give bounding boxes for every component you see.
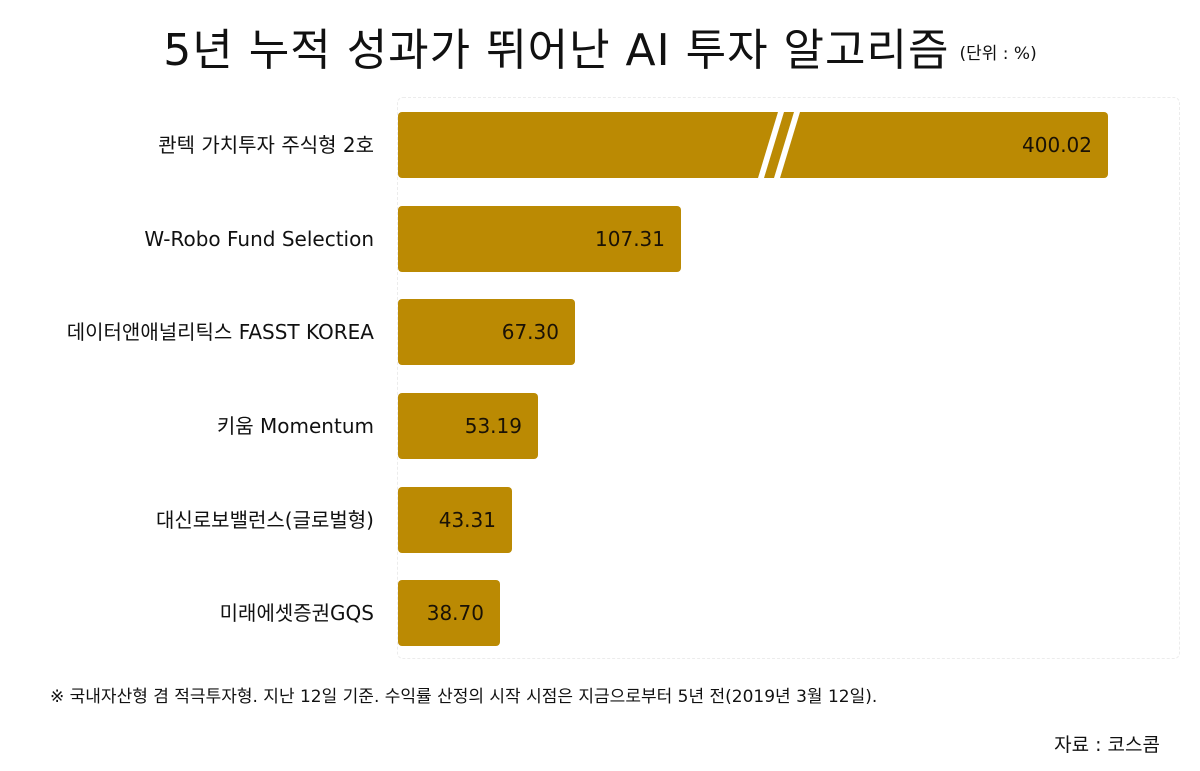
footnote: ※ 국내자산형 겸 적극투자형. 지난 12일 기준. 수익률 산정의 시작 시… (50, 687, 878, 707)
bar-row: 콴텍 가치투자 주식형 2호 400.02 (0, 112, 1200, 178)
bar-category-label: 데이터앤애널리틱스 FASST KOREA (66, 320, 374, 344)
axis-break-icon (758, 112, 802, 178)
bar-row: 데이터앤애널리틱스 FASST KOREA 67.30 (0, 299, 1200, 365)
unit-label: (단위 : %) (959, 44, 1037, 64)
bar: 67.30 (398, 299, 575, 365)
bar: 53.19 (398, 393, 538, 459)
bar-value-label: 67.30 (501, 320, 559, 344)
bar-category-label: W-Robo Fund Selection (144, 227, 374, 251)
bar: 38.70 (398, 580, 500, 646)
bar-value-label: 43.31 (438, 508, 496, 532)
chart-title-text: 5년 누적 성과가 뛰어난 AI 투자 알고리즘 (163, 25, 950, 76)
bar-row: W-Robo Fund Selection 107.31 (0, 206, 1200, 272)
bar-row: 키움 Momentum 53.19 (0, 393, 1200, 459)
plot-area (397, 97, 1180, 659)
chart-title: 5년 누적 성과가 뛰어난 AI 투자 알고리즘 (단위 : %) (0, 14, 1200, 78)
bar-category-label: 키움 Momentum (216, 414, 374, 438)
bar-value-label: 53.19 (464, 414, 522, 438)
source-credit: 자료 : 코스콤 (1054, 734, 1160, 756)
bar-category-label: 미래에셋증권GQS (219, 601, 374, 625)
bar: 400.02 (398, 112, 1108, 178)
bar-value-label: 107.31 (595, 227, 665, 251)
bar: 107.31 (398, 206, 681, 272)
bar-row: 미래에셋증권GQS 38.70 (0, 580, 1200, 646)
bar-category-label: 콴텍 가치투자 주식형 2호 (158, 133, 374, 157)
bar-value-label: 400.02 (1022, 133, 1092, 157)
bar-category-label: 대신로보밸런스(글로벌형) (155, 508, 374, 532)
bar-value-label: 38.70 (426, 601, 484, 625)
bar: 43.31 (398, 487, 512, 553)
bar-row: 대신로보밸런스(글로벌형) 43.31 (0, 487, 1200, 553)
